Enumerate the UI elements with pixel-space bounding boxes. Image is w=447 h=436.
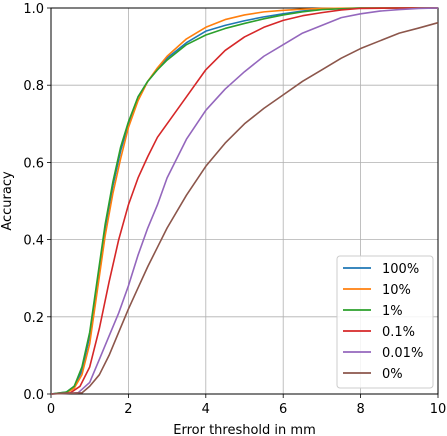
series-line-0.1%: [50, 7, 438, 395]
x-tick-label: 2: [124, 402, 132, 417]
x-tick-label: 8: [356, 402, 364, 417]
y-tick-label: 0.6: [23, 156, 44, 171]
x-tick-label: 10: [430, 402, 447, 417]
axis-ticks: 0 2 4 6 8 10 0.0 0.2 0.4 0.6 0.8 1.0: [23, 2, 446, 417]
x-tick-label: 0: [47, 402, 55, 417]
x-axis-label: Error threshold in mm: [173, 423, 316, 436]
series-line-0%: [50, 21, 439, 395]
plot-area-frame: [50, 7, 439, 395]
legend-entry-label: 0%: [382, 367, 403, 382]
y-tick-label: 0.8: [23, 79, 44, 94]
series-line-1%: [50, 7, 438, 395]
y-tick-label: 0.2: [23, 311, 44, 326]
legend-entry-label: 10%: [382, 283, 411, 298]
series-line-0.01%: [50, 7, 439, 395]
series-lines: [50, 7, 439, 395]
legend-entry-label: 0.01%: [382, 346, 423, 361]
series-line-10%: [50, 7, 438, 395]
legend-entry-label: 100%: [382, 262, 419, 277]
y-axis-label: Accuracy: [0, 171, 15, 231]
y-tick-label: 0.0: [23, 388, 44, 403]
y-tick-label: 0.4: [23, 234, 44, 249]
x-tick-label: 4: [202, 402, 210, 417]
legend-entry-label: 1%: [382, 304, 403, 319]
x-tick-label: 6: [279, 402, 287, 417]
y-tick-label: 1.0: [23, 2, 44, 17]
legend: 100% 10% 1% 0.1% 0.01% 0%: [336, 255, 434, 389]
legend-entry-label: 0.1%: [382, 325, 415, 340]
